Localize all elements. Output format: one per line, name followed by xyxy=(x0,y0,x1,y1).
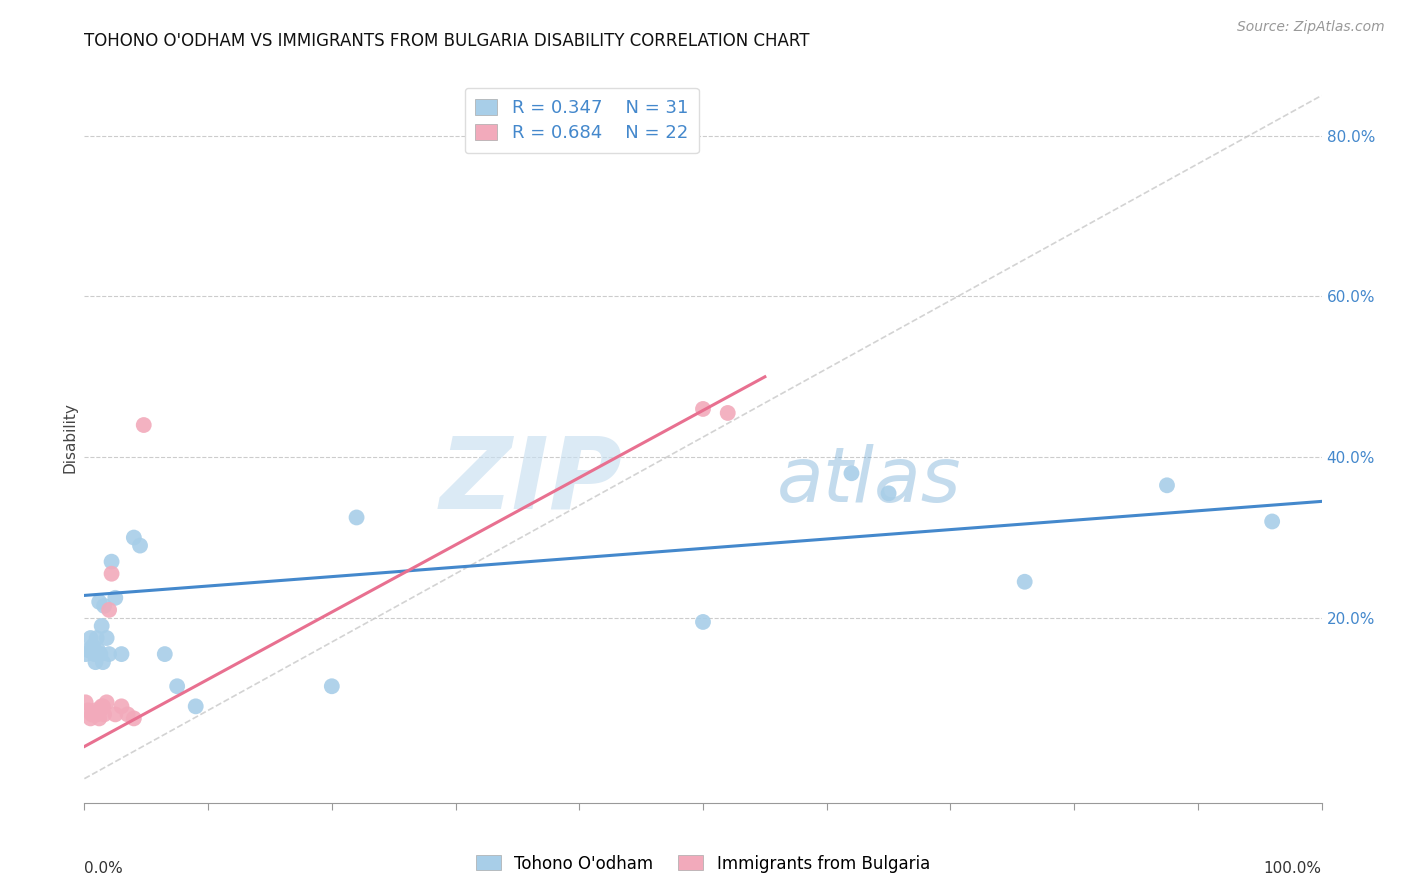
Point xyxy=(110,699,132,714)
Point xyxy=(117,707,139,722)
Point xyxy=(132,417,155,432)
Text: TOHONO O'ODHAM VS IMMIGRANTS FROM BULGARIA DISABILITY CORRELATION CHART: TOHONO O'ODHAM VS IMMIGRANTS FROM BULGAR… xyxy=(84,32,810,50)
Point xyxy=(93,707,115,722)
Point xyxy=(692,401,714,416)
Point xyxy=(87,643,110,657)
Point xyxy=(84,655,107,669)
Point xyxy=(110,647,132,661)
Legend: Tohono O'odham, Immigrants from Bulgaria: Tohono O'odham, Immigrants from Bulgaria xyxy=(470,848,936,880)
Point xyxy=(346,510,368,524)
Text: 100.0%: 100.0% xyxy=(1264,862,1322,876)
Point xyxy=(129,539,152,553)
Point xyxy=(122,711,145,725)
Point xyxy=(104,591,127,605)
Point xyxy=(83,647,105,661)
Point xyxy=(89,647,111,661)
Point xyxy=(717,406,740,420)
Point xyxy=(77,703,100,717)
Point xyxy=(98,603,121,617)
Point xyxy=(89,595,111,609)
Point xyxy=(321,679,343,693)
Point xyxy=(82,639,104,653)
Point xyxy=(83,707,105,722)
Point xyxy=(166,679,188,693)
Point xyxy=(100,555,122,569)
Point xyxy=(86,631,108,645)
Point xyxy=(77,643,100,657)
Point xyxy=(91,655,114,669)
Point xyxy=(86,707,108,722)
Text: ZIP: ZIP xyxy=(440,433,623,530)
Point xyxy=(75,647,97,661)
Point xyxy=(84,703,107,717)
Point xyxy=(90,699,112,714)
Point xyxy=(122,531,145,545)
Point xyxy=(877,486,900,500)
Point xyxy=(1156,478,1178,492)
Point xyxy=(104,707,127,722)
Text: Source: ZipAtlas.com: Source: ZipAtlas.com xyxy=(1237,20,1385,34)
Text: 0.0%: 0.0% xyxy=(84,862,124,876)
Point xyxy=(96,631,118,645)
Point xyxy=(75,695,97,709)
Point xyxy=(96,695,118,709)
Point xyxy=(841,467,863,481)
Point xyxy=(153,647,176,661)
Text: atlas: atlas xyxy=(778,444,962,518)
Point xyxy=(692,615,714,629)
Point xyxy=(1261,515,1284,529)
Point xyxy=(89,703,111,717)
Point xyxy=(98,647,121,661)
Point xyxy=(93,599,115,613)
Point xyxy=(90,619,112,633)
Point xyxy=(100,566,122,581)
Y-axis label: Disability: Disability xyxy=(62,401,77,473)
Legend: R = 0.347    N = 31, R = 0.684    N = 22: R = 0.347 N = 31, R = 0.684 N = 22 xyxy=(464,87,699,153)
Point xyxy=(89,711,111,725)
Point xyxy=(79,631,101,645)
Point xyxy=(79,711,101,725)
Point xyxy=(184,699,207,714)
Point xyxy=(91,699,114,714)
Point xyxy=(1014,574,1036,589)
Point xyxy=(80,707,103,722)
